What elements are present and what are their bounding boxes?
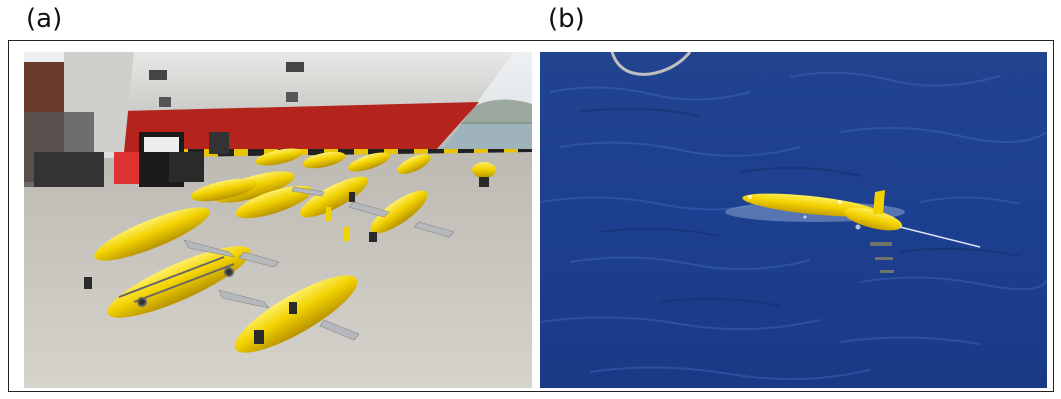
glider-at-sea-photo [540, 52, 1047, 388]
dockside-gliders-photo [24, 52, 532, 388]
panel-label-b: (b) [548, 4, 585, 34]
panel-label-a: (a) [26, 4, 63, 34]
